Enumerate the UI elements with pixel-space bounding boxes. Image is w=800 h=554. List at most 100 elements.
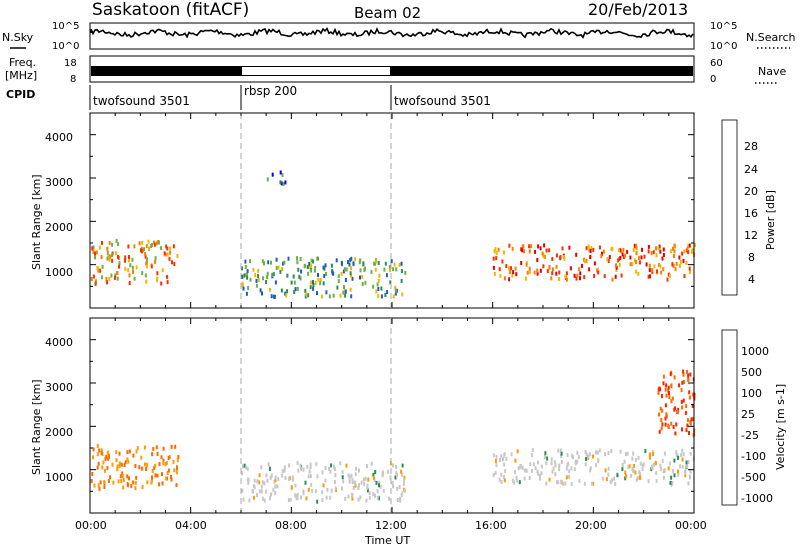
echo-cell: [106, 256, 109, 261]
echo-cell: [667, 388, 670, 393]
echo-cell: [660, 270, 663, 275]
echo-cell: [310, 482, 313, 487]
echo-cell: [662, 247, 665, 252]
echo-cell: [340, 260, 343, 265]
echo-cell: [686, 418, 689, 423]
echo-cell: [98, 245, 101, 250]
echo-cell: [679, 464, 682, 469]
echo-cell: [165, 461, 168, 466]
echo-cell: [334, 486, 337, 491]
echo-cell: [112, 480, 115, 485]
echo-cell: [281, 469, 284, 474]
echo-cell: [651, 466, 654, 470]
echo-cell: [686, 464, 689, 469]
echo-cell: [322, 265, 325, 270]
echo-cell: [241, 488, 244, 493]
echo-cell: [357, 497, 360, 502]
echo-cell: [591, 454, 594, 459]
echo-cell: [144, 273, 147, 278]
echo-cell: [307, 293, 310, 298]
echo-cell: [347, 494, 350, 499]
echo-cell: [520, 261, 523, 265]
echo-cell: [670, 475, 673, 480]
echo-cell: [400, 469, 403, 474]
echo-cell: [508, 243, 511, 248]
echo-cell: [595, 450, 597, 455]
echo-cell: [273, 294, 276, 299]
echo-cell: [671, 481, 674, 486]
echo-cell: [151, 452, 154, 457]
echo-cell: [312, 259, 315, 264]
echo-cell: [241, 266, 243, 271]
echo-cell: [114, 273, 117, 278]
echo-cell: [296, 461, 299, 466]
echo-cell: [608, 255, 611, 259]
echo-cell: [350, 256, 353, 261]
power-echo-data: [90, 170, 696, 299]
echo-cell: [540, 464, 543, 469]
echo-cell: [652, 250, 655, 255]
echo-cell: [165, 476, 168, 481]
echo-cell: [270, 473, 273, 478]
echo-cell: [387, 469, 390, 474]
echo-cell: [374, 470, 377, 474]
echo-cell: [508, 266, 510, 271]
echo-cell: [294, 493, 297, 498]
echo-cell: [583, 275, 586, 280]
echo-cell: [672, 263, 675, 268]
echo-cell: [684, 410, 687, 415]
nsky-trace-line: [90, 27, 694, 39]
echo-cell: [131, 265, 134, 270]
echo-cell: [640, 255, 643, 260]
nave-right-tick-top: 60: [710, 58, 723, 69]
echo-cell: [316, 291, 318, 296]
echo-cell: [498, 477, 501, 482]
echo-cell: [275, 266, 278, 270]
echo-cell: [551, 271, 554, 276]
echo-cell: [292, 274, 295, 279]
echo-cell: [647, 249, 650, 254]
echo-cell: [151, 469, 154, 473]
echo-cell: [638, 475, 641, 480]
echo-cell: [310, 280, 312, 285]
echo-cell: [621, 252, 624, 257]
echo-cell: [123, 463, 126, 468]
echo-cell: [614, 274, 617, 279]
echo-cell: [96, 452, 99, 457]
echo-cell: [342, 479, 345, 484]
echo-cell: [155, 445, 158, 450]
echo-cell: [673, 407, 676, 412]
echo-cell: [546, 269, 549, 274]
echo-cell: [643, 254, 646, 259]
echo-cell: [158, 482, 161, 487]
echo-cell: [679, 259, 682, 264]
power-ytick-1000: 1000: [45, 266, 73, 279]
echo-cell: [348, 475, 351, 480]
echo-cell: [321, 470, 324, 475]
echo-cell: [165, 244, 168, 249]
echo-cell: [152, 447, 155, 451]
echo-cell: [492, 256, 495, 261]
echo-cell: [592, 481, 595, 486]
echo-cell: [158, 462, 161, 466]
echo-cell: [605, 477, 608, 482]
echo-cell: [514, 470, 517, 475]
echo-cell: [517, 466, 520, 471]
echo-cell: [101, 465, 104, 470]
echo-cell: [528, 266, 531, 271]
echo-cell: [607, 259, 610, 263]
freq-bar-3: [391, 66, 693, 76]
xtick-0800: 08:00: [275, 519, 307, 532]
power-panel: Slant Range [km] 4000 3000 2000 1000: [30, 112, 696, 309]
echo-cell: [622, 247, 625, 252]
echo-cell: [669, 249, 672, 254]
echo-cell: [539, 473, 541, 478]
echo-cell: [688, 431, 690, 435]
echo-cell: [370, 461, 373, 466]
echo-cell: [242, 464, 244, 469]
echo-cell: [243, 463, 246, 468]
echo-cell: [665, 383, 668, 388]
echo-cell: [372, 475, 375, 480]
echo-cell: [561, 246, 564, 251]
echo-cell: [659, 387, 662, 392]
